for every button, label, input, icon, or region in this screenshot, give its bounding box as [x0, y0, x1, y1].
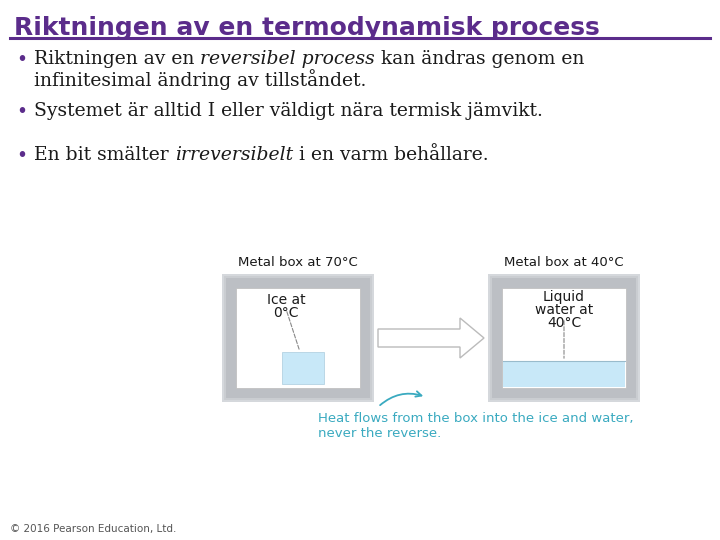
Bar [222, 274, 374, 402]
Text: Riktningen av en: Riktningen av en [34, 50, 200, 68]
Text: never the reverse.: never the reverse. [318, 427, 441, 440]
Text: kan ändras genom en: kan ändras genom en [375, 50, 585, 68]
Text: reversibel process: reversibel process [200, 50, 375, 68]
Text: water at: water at [535, 303, 593, 317]
Bar [224, 276, 372, 400]
Text: 0°C: 0°C [274, 306, 299, 320]
Bar [488, 274, 640, 402]
Text: © 2016 Pearson Education, Ltd.: © 2016 Pearson Education, Ltd. [10, 524, 176, 534]
Bar [222, 274, 374, 402]
Text: irreversibelt: irreversibelt [175, 146, 293, 164]
Bar [490, 276, 638, 400]
Bar [488, 274, 640, 402]
Bar [282, 352, 324, 384]
Bar [502, 288, 626, 388]
Text: i en varm behållare.: i en varm behållare. [293, 146, 488, 164]
Text: En bit smälter: En bit smälter [34, 146, 175, 164]
Text: Metal box at 40°C: Metal box at 40°C [504, 256, 624, 269]
Text: Metal box at 70°C: Metal box at 70°C [238, 256, 358, 269]
Bar [492, 278, 636, 398]
Text: •: • [16, 102, 27, 121]
Text: infinitesimal ändring av tillståndet.: infinitesimal ändring av tillståndet. [34, 69, 366, 90]
Text: Riktningen av en termodynamisk process: Riktningen av en termodynamisk process [14, 16, 600, 40]
Bar [503, 361, 625, 387]
Text: •: • [16, 146, 27, 165]
Text: •: • [16, 50, 27, 69]
Polygon shape [378, 318, 484, 358]
Text: 40°C: 40°C [547, 316, 581, 330]
Bar [236, 288, 360, 388]
Bar [226, 278, 370, 398]
Text: Ice at: Ice at [266, 293, 305, 307]
Text: Systemet är alltid I eller väldigt nära termisk jämvikt.: Systemet är alltid I eller väldigt nära … [34, 102, 543, 120]
Text: Heat flows from the box into the ice and water,: Heat flows from the box into the ice and… [318, 412, 634, 425]
Text: Liquid: Liquid [543, 290, 585, 304]
